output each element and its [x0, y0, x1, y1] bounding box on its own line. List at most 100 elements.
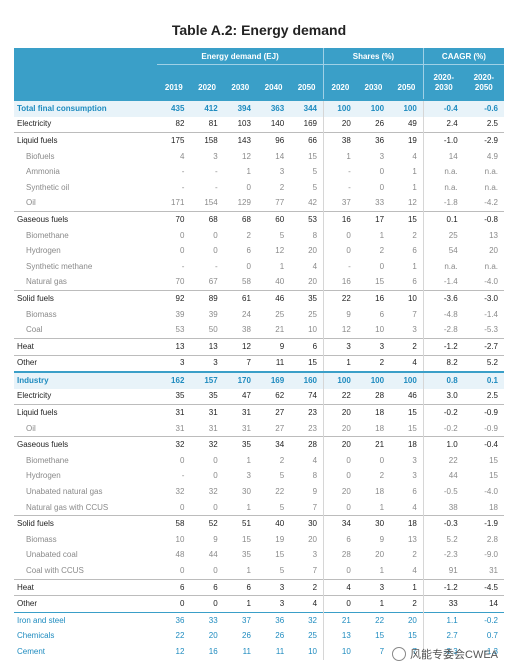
row-label: Hydrogen: [26, 471, 61, 481]
row-label: Natural gas: [26, 277, 67, 287]
caagr-cell: -3.6: [422, 290, 464, 307]
energy-demand-cell: 8: [312, 230, 318, 240]
share-cell: -: [323, 164, 357, 180]
caagr-cell: -1.3: [484, 646, 498, 656]
energy-demand-cell: 5: [279, 502, 285, 512]
energy-demand-cell: 26: [242, 631, 251, 641]
energy-demand-cell: 1: [223, 595, 257, 613]
energy-demand-cell: 4: [312, 455, 318, 465]
energy-demand-cell: 74: [308, 391, 318, 401]
share-cell: 100: [356, 371, 391, 389]
table-row: Natural gas 70 67 58 40 20 16 15 6 -1.4 -4.0: [14, 274, 504, 291]
share-cell: 3: [356, 337, 391, 355]
share-cell: 2: [412, 230, 417, 240]
energy-demand-cell: 34: [256, 436, 291, 454]
energy-demand-cell: 170: [223, 371, 257, 389]
share-cell: 20: [323, 404, 357, 421]
caagr-cell: -2.8: [422, 322, 464, 339]
share-cell: 4: [412, 566, 417, 576]
caagr-cell: -5.3: [484, 325, 498, 335]
caagr-cell: -1.8: [422, 195, 464, 212]
energy-demand-cell: 0: [157, 595, 191, 613]
caagr-cell: 2.8: [486, 534, 498, 544]
energy-demand-cell: 394: [223, 99, 257, 117]
energy-demand-cell: 1: [246, 455, 251, 465]
caagr-cell: 2.4: [422, 116, 464, 133]
table-row: Liquid fuels 175 158 143 96 66 38 36 19 -1.0 -2.9: [14, 132, 504, 149]
energy-demand-cell: 2: [279, 455, 285, 465]
share-cell: 22: [323, 388, 357, 405]
energy-demand-cell: 3: [279, 167, 285, 177]
caagr-cell: 2.5: [486, 119, 498, 129]
caagr-cell: -1.0: [422, 132, 464, 149]
header-year: 2020: [190, 64, 224, 100]
share-cell: 22: [323, 290, 357, 307]
share-cell: 9: [379, 534, 385, 544]
caagr-cell: 18: [489, 502, 498, 512]
energy-demand-cell: 46: [256, 290, 291, 307]
energy-demand-cell: 31: [242, 423, 251, 433]
energy-demand-cell: 68: [223, 211, 257, 228]
header-caagr-period: 2020- 2050: [463, 64, 504, 100]
energy-demand-cell: 27: [275, 423, 285, 433]
table-row: Chemicals 22 20 26 26 25 13 15 15 2.7 0.7: [14, 628, 504, 645]
row-label: Heat: [14, 578, 158, 596]
share-cell: 18: [356, 404, 391, 421]
caagr-cell: -4.2: [484, 198, 498, 208]
caagr-cell: 0.1: [463, 371, 504, 389]
energy-demand-cell: 20: [308, 534, 318, 544]
energy-demand-cell: 70: [157, 211, 191, 228]
energy-demand-cell: 5: [279, 230, 285, 240]
table-row: Coal 53 50 38 21 10 12 10 3 -2.8 -5.3: [14, 322, 504, 339]
caagr-cell: -3.0: [463, 290, 504, 307]
energy-demand-cell: 32: [157, 436, 191, 454]
energy-demand-cell: -: [181, 261, 185, 271]
share-cell: 22: [356, 611, 391, 629]
row-label: Chemicals: [17, 631, 55, 641]
energy-demand-cell: 1: [246, 566, 251, 576]
watermark: 风能专委会CWEA: [392, 646, 498, 662]
energy-demand-cell: 15: [290, 354, 324, 373]
share-cell: 0: [323, 468, 357, 485]
caagr-cell: 0.8: [422, 371, 464, 389]
caagr-cell: -0.6: [463, 99, 504, 117]
energy-demand-cell: 175: [157, 132, 191, 149]
energy-demand-cell: 11: [275, 646, 285, 656]
row-label: Synthetic oil: [26, 182, 70, 192]
caagr-cell: 14: [463, 595, 504, 613]
row-label: Synthetic methane: [26, 261, 93, 271]
row-label: Biomass: [26, 534, 57, 544]
table-title: Table A.2: Energy demand: [171, 22, 347, 38]
share-cell: 18: [375, 487, 385, 497]
share-cell: 1: [379, 230, 385, 240]
energy-demand-cell: 52: [190, 515, 224, 533]
caagr-cell: 44: [422, 468, 464, 485]
row-label: Other: [14, 354, 158, 373]
table-row: Other 0 0 1 3 4 0 1 2 33 14: [14, 595, 504, 613]
table-row: Synthetic methane - -0 1 4-0 1 n.a. n.a.: [14, 258, 504, 275]
energy-demand-cell: 58: [242, 277, 251, 287]
table-row: Natural gas with CCUS 0 0 1 5 7 0 1 4 38 18: [14, 499, 504, 516]
share-cell: 15: [407, 423, 417, 433]
row-label: Liquid fuels: [14, 132, 158, 149]
header-shares: Shares (%): [323, 48, 424, 65]
row-label: Oil: [26, 198, 36, 208]
energy-demand-cell: 28: [290, 436, 324, 454]
energy-demand-cell: 89: [190, 290, 224, 307]
energy-demand-cell: 162: [157, 371, 191, 389]
share-cell: 20: [323, 436, 357, 454]
header-blank-2: [14, 64, 158, 100]
caagr-cell: 0.1: [422, 211, 464, 228]
share-cell: 100: [390, 99, 424, 117]
table-row: Biofuels 4 3 12 14 15 1 3 4 14 4.9: [14, 148, 504, 165]
energy-demand-cell: 0: [179, 455, 185, 465]
energy-demand-cell: 36: [157, 611, 191, 629]
share-cell: 3: [356, 578, 391, 596]
table-row: Gaseous fuels 32 32 35 34 28 20 21 18 1.0 -0.4: [14, 436, 504, 454]
share-cell: 1: [390, 578, 424, 596]
caagr-cell: 20: [489, 246, 498, 256]
share-cell: 6: [412, 487, 417, 497]
caagr-cell: 38: [422, 499, 464, 516]
caagr-cell: n.a.: [422, 179, 464, 196]
energy-demand-cell: -: [215, 167, 218, 177]
